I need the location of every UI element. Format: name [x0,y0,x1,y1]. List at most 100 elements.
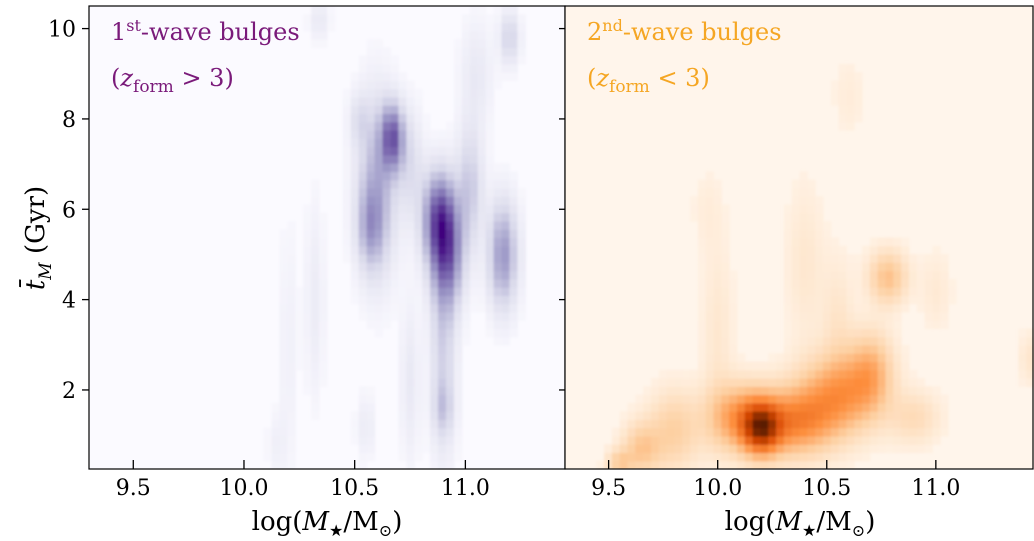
right-heatmap-cell [885,270,894,280]
right-heatmap-cell [611,452,621,462]
right-heatmap-cell [815,204,824,214]
right-heatmap-cell [791,278,801,288]
left-heatmap-cell [366,196,376,206]
left-heatmap-cell [382,96,392,106]
left-heatmap-cell [398,121,407,131]
left-heatmap-cell [414,254,423,263]
left-heatmap-cell [390,146,399,156]
left-heatmap-cell [358,444,368,454]
left-heatmap-cell [461,204,471,214]
left-heatmap-cell [461,254,471,263]
left-heatmap-cell [366,80,376,90]
left-heatmap-cell [414,262,423,272]
right-heatmap-cell [885,369,894,379]
right-heatmap-cell [791,386,801,396]
left-heatmap-cell [311,336,320,346]
right-heatmap-cell [901,262,910,272]
right-heatmap-cell [924,394,933,404]
left-heatmap-cell [319,378,328,387]
right-heatmap-cell [893,270,902,280]
left-heatmap-cell [509,328,518,338]
right-heatmap-cell [690,386,699,396]
right-heatmap-cell [838,96,847,106]
left-heatmap-cell [406,121,415,131]
left-heatmap-cell [398,402,407,412]
left-heatmap-cell [430,386,439,396]
left-heatmap-cell [453,270,463,280]
left-heatmap-cell [493,14,503,24]
right-heatmap-cell [666,452,676,462]
left-heatmap-cell [279,336,288,346]
left-heatmap-cell [319,328,328,338]
right-heatmap-cell [862,369,871,379]
left-heatmap-cell [390,237,399,247]
left-heatmap-cell [414,353,423,363]
left-heatmap-cell [342,204,352,214]
right-heatmap-cell [697,204,707,214]
left-heatmap-cell [366,254,376,263]
left-heatmap-cell [366,55,376,65]
right-heatmap-cell [932,435,941,445]
right-heatmap-cell [893,344,902,354]
right-heatmap-cell [869,245,879,255]
right-heatmap-cell [932,386,941,396]
right-heatmap-cell [901,402,910,412]
right-heatmap-cell [705,254,715,263]
left-heatmap-cell [446,369,455,379]
left-heatmap-cell [430,361,439,371]
left-heatmap-cell [517,220,526,230]
y-tick-label: 10 [48,18,76,43]
left-heatmap-cell [430,146,439,156]
left-heatmap-cell [287,295,296,305]
right-heatmap-cell [877,435,887,445]
right-heatmap-cell [1026,336,1034,346]
left-heatmap-cell [358,229,368,239]
right-heatmap-cell [619,419,629,429]
right-heatmap-cell [846,72,855,82]
right-heatmap-cell [650,435,660,445]
right-heatmap-cell [815,402,824,412]
right-heatmap-cell [705,402,715,412]
right-heatmap-cell [924,435,933,445]
right-heatmap-cell [674,427,683,437]
right-heatmap-cell [822,378,832,387]
left-heatmap-cell [366,262,376,272]
left-heatmap-cell [422,121,431,131]
right-heatmap-cell [1018,353,1027,363]
left-heatmap-cell [477,163,487,172]
right-heatmap-cell [869,378,879,387]
left-heatmap-cell [287,270,296,280]
right-heatmap-cell [838,80,847,90]
left-heatmap-cell [485,196,495,206]
left-heatmap-cell [303,237,312,247]
right-heatmap-cell [869,361,879,371]
left-heatmap-cell [311,328,320,338]
left-heatmap-cell [501,262,511,272]
right-heatmap-cell [1026,378,1034,387]
right-heatmap-cell [854,270,863,280]
right-heatmap-cell [822,254,832,263]
right-heatmap-cell [901,270,910,280]
left-heatmap-cell [453,113,463,123]
right-heatmap-cell [791,394,801,404]
left-heatmap-cell [446,444,455,454]
left-heatmap-cell [446,336,455,346]
right-heatmap-cell [736,402,746,412]
right-heatmap-cell [807,435,816,445]
left-annotation-line2: (zform > 3) [111,64,234,97]
left-heatmap-cell [358,80,368,90]
right-heatmap-cell [830,353,840,363]
right-heatmap-cell [854,419,863,429]
right-heatmap-cell [783,229,793,239]
right-heatmap-cell [815,411,824,420]
left-heatmap-cell [430,287,439,296]
right-heatmap-cell [752,394,762,404]
left-heatmap-cell [279,452,288,462]
left-heatmap-cell [279,402,288,412]
right-heatmap-cell [846,402,855,412]
left-heatmap-cell [485,55,495,65]
left-heatmap-cell [422,287,431,296]
right-heatmap-cell [682,411,691,420]
left-heatmap-cell [493,245,503,255]
right-heatmap-cell [666,460,676,469]
